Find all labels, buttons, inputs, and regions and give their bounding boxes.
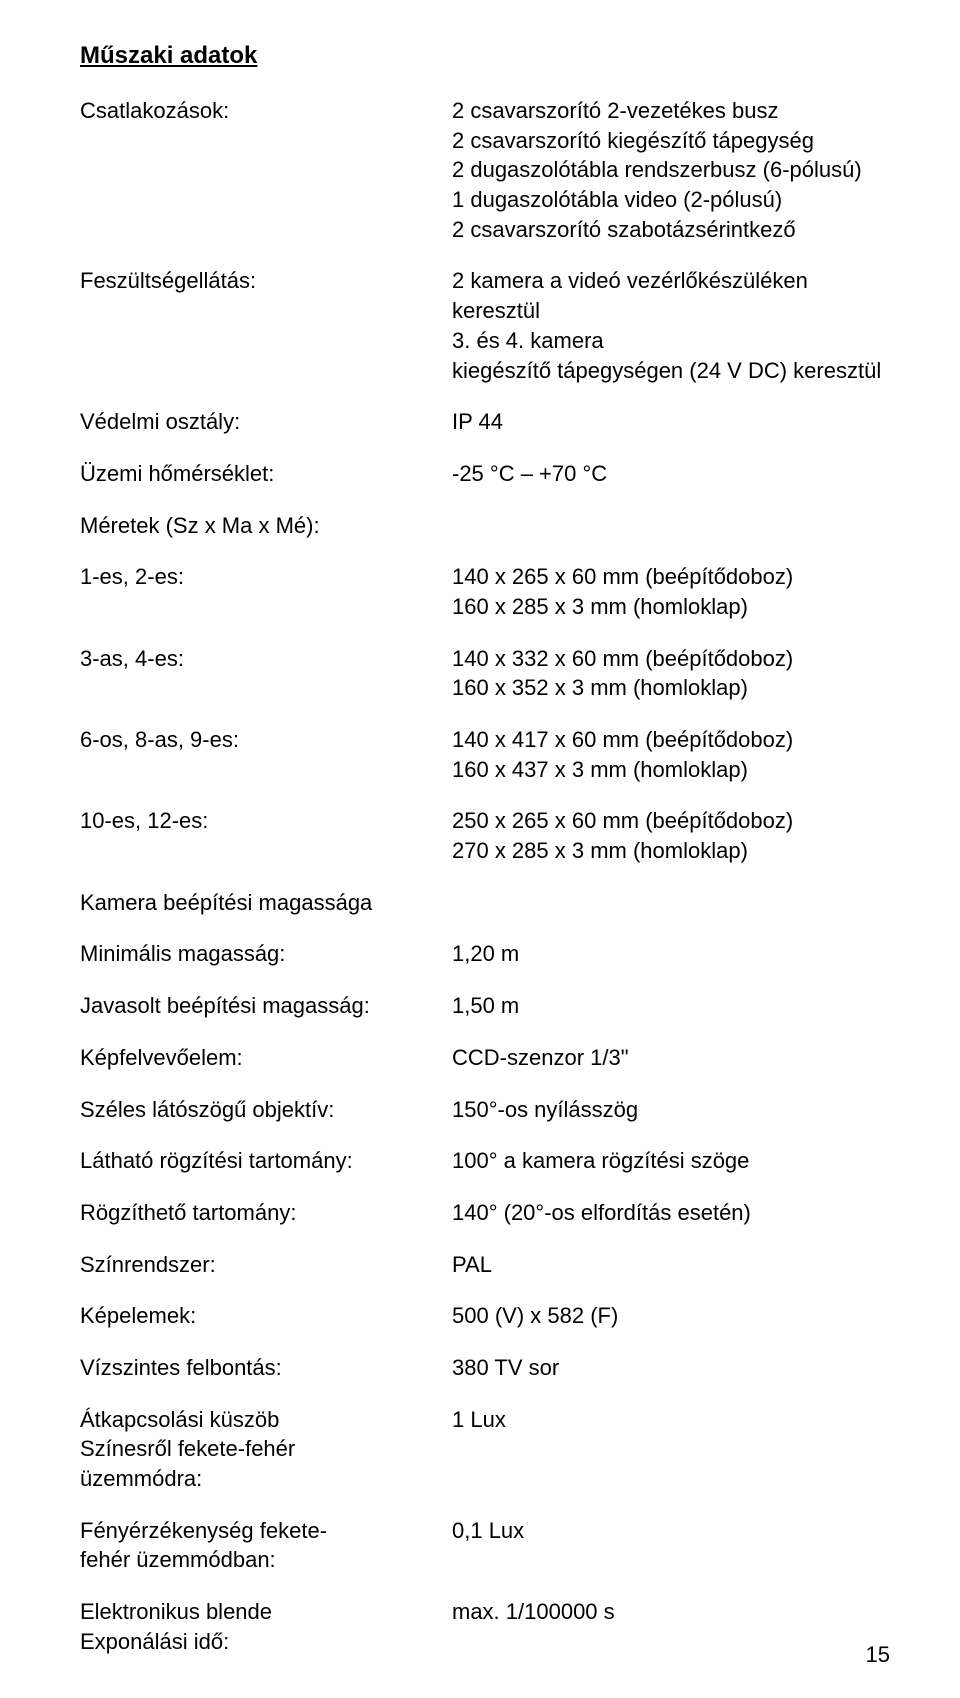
- spec-label: Védelmi osztály:: [80, 407, 440, 437]
- spec-label: Elektronikus blende Exponálási idő:: [80, 1597, 440, 1656]
- spec-label: Széles látószögű objektív:: [80, 1095, 440, 1125]
- spec-value: max. 1/100000 s: [452, 1597, 890, 1656]
- spec-label: Látható rögzítési tartomány:: [80, 1146, 440, 1176]
- spec-value: IP 44: [452, 407, 890, 437]
- spec-label: Javasolt beépítési magasság:: [80, 991, 440, 1021]
- spec-value: 140 x 265 x 60 mm (beépítődoboz) 160 x 2…: [452, 562, 890, 621]
- spec-label: 1-es, 2-es:: [80, 562, 440, 621]
- spec-value: 0,1 Lux: [452, 1516, 890, 1575]
- spec-label: Fényérzékenység fekete- fehér üzemmódban…: [80, 1516, 440, 1575]
- spec-label: Csatlakozások:: [80, 96, 440, 244]
- spec-value: 2 csavarszorító 2-vezetékes busz 2 csava…: [452, 96, 890, 244]
- spec-label: Kamera beépítési magassága: [80, 888, 890, 918]
- spec-table: Csatlakozások:2 csavarszorító 2-vezetéke…: [80, 96, 890, 1656]
- spec-label: Rögzíthető tartomány:: [80, 1198, 440, 1228]
- spec-label: 3-as, 4-es:: [80, 644, 440, 703]
- spec-value: 500 (V) x 582 (F): [452, 1301, 890, 1331]
- spec-label: Színrendszer:: [80, 1250, 440, 1280]
- spec-label: 10-es, 12-es:: [80, 806, 440, 865]
- page-number: 15: [866, 1642, 890, 1668]
- spec-value: 140 x 332 x 60 mm (beépítődoboz) 160 x 3…: [452, 644, 890, 703]
- spec-label: Méretek (Sz x Ma x Mé):: [80, 511, 890, 541]
- spec-value: 250 x 265 x 60 mm (beépítődoboz) 270 x 2…: [452, 806, 890, 865]
- spec-value: CCD-szenzor 1/3": [452, 1043, 890, 1073]
- spec-value: 2 kamera a videó vezérlőkészüléken keres…: [452, 266, 890, 385]
- spec-label: 6-os, 8-as, 9-es:: [80, 725, 440, 784]
- spec-value: 1,20 m: [452, 939, 890, 969]
- spec-value: 140° (20°-os elfordítás esetén): [452, 1198, 890, 1228]
- spec-value: 150°-os nyílásszög: [452, 1095, 890, 1125]
- spec-label: Képelemek:: [80, 1301, 440, 1331]
- spec-label: Képfelvevőelem:: [80, 1043, 440, 1073]
- spec-label: Átkapcsolási küszöb Színesről fekete-feh…: [80, 1405, 440, 1494]
- spec-label: Üzemi hőmérséklet:: [80, 459, 440, 489]
- spec-label: Feszültségellátás:: [80, 266, 440, 385]
- spec-value: 140 x 417 x 60 mm (beépítődoboz) 160 x 4…: [452, 725, 890, 784]
- spec-value: 1 Lux: [452, 1405, 890, 1494]
- spec-value: -25 °C – +70 °C: [452, 459, 890, 489]
- spec-value: PAL: [452, 1250, 890, 1280]
- spec-value: 1,50 m: [452, 991, 890, 1021]
- spec-label: Minimális magasság:: [80, 939, 440, 969]
- spec-label: Vízszintes felbontás:: [80, 1353, 440, 1383]
- page-title: Műszaki adatok: [80, 42, 890, 70]
- spec-value: 380 TV sor: [452, 1353, 890, 1383]
- spec-value: 100° a kamera rögzítési szöge: [452, 1146, 890, 1176]
